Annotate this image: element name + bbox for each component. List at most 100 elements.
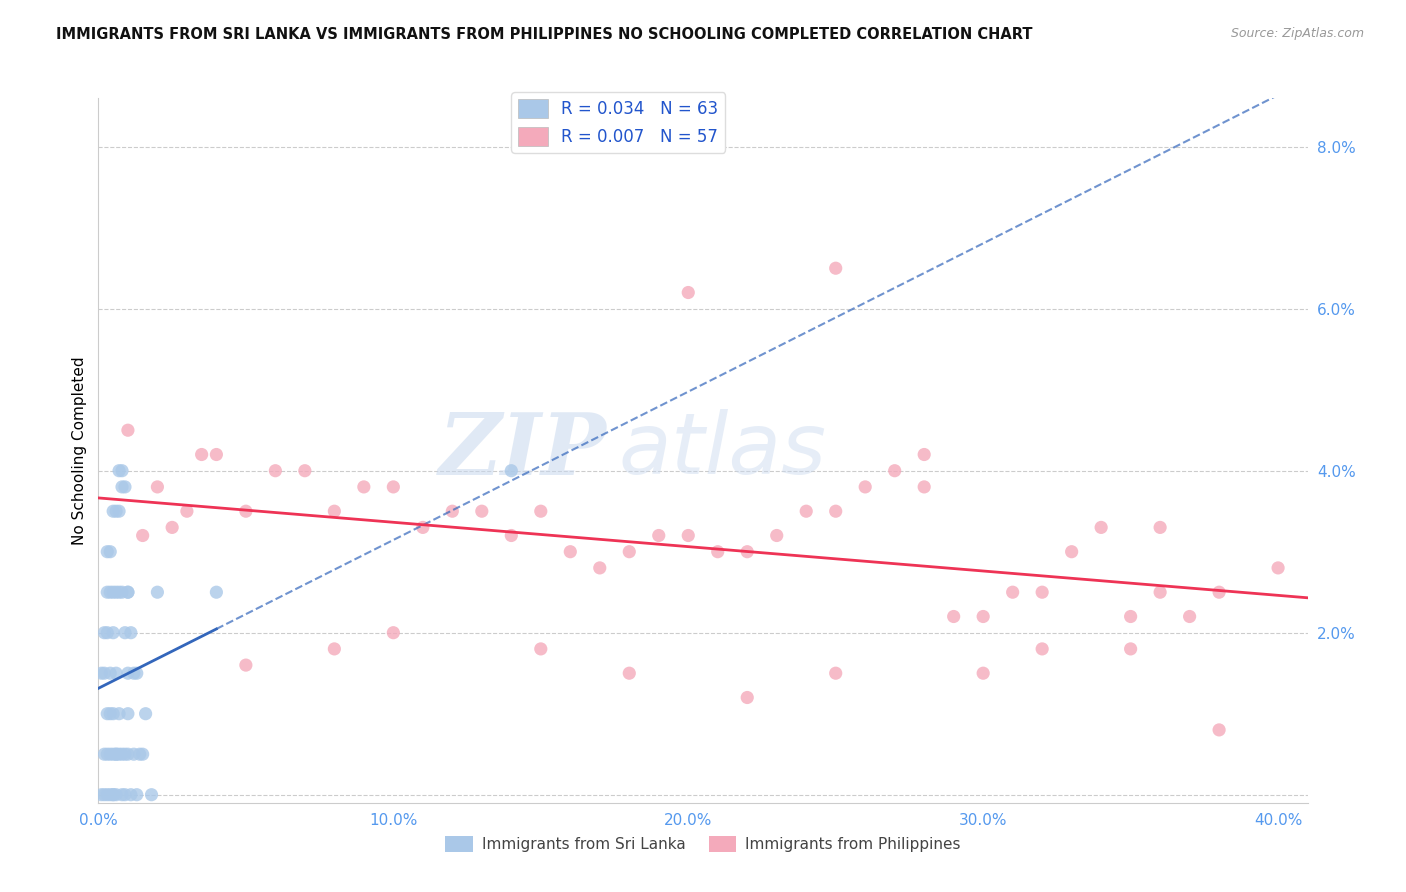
Point (96, 545, 118, 559)
Point (131, 528, 153, 542)
Point (108, 504, 131, 518)
Point (560, 545, 582, 559)
Point (128, 747, 150, 762)
Point (619, 545, 641, 559)
Point (1149, 585, 1171, 599)
Point (912, 448, 935, 462)
Text: atlas: atlas (619, 409, 827, 492)
Point (146, 480, 169, 494)
Point (146, 585, 169, 599)
Point (972, 666, 994, 681)
Point (125, 788, 148, 802)
Point (114, 747, 136, 762)
Point (98, 788, 121, 802)
Point (117, 423, 139, 437)
Point (441, 504, 464, 518)
Point (108, 464, 131, 478)
Point (108, 585, 131, 599)
Point (382, 625, 405, 640)
Point (114, 788, 136, 802)
Point (135, 706, 157, 721)
Point (412, 520, 434, 534)
Point (794, 504, 817, 518)
Point (108, 747, 131, 762)
Point (1031, 641, 1053, 656)
Point (90, 666, 112, 681)
Point (1090, 520, 1112, 534)
Point (235, 658, 257, 673)
Point (1119, 641, 1142, 656)
Point (105, 747, 128, 762)
Point (1149, 520, 1171, 534)
Point (96, 625, 118, 640)
Point (105, 747, 128, 762)
Text: IMMIGRANTS FROM SRI LANKA VS IMMIGRANTS FROM PHILIPPINES NO SCHOOLING COMPLETED : IMMIGRANTS FROM SRI LANKA VS IMMIGRANTS … (56, 27, 1033, 42)
Point (176, 504, 198, 518)
Point (117, 585, 139, 599)
Point (98, 545, 121, 559)
Point (90, 788, 112, 802)
Point (101, 585, 124, 599)
Point (96, 747, 118, 762)
Point (108, 706, 131, 721)
Point (117, 706, 139, 721)
Point (530, 641, 553, 656)
Text: Source: ZipAtlas.com: Source: ZipAtlas.com (1230, 27, 1364, 40)
Point (853, 480, 876, 494)
Point (824, 666, 846, 681)
Point (93, 788, 115, 802)
Point (471, 504, 494, 518)
Y-axis label: No Schooling Completed: No Schooling Completed (72, 356, 87, 545)
Point (1208, 723, 1230, 737)
Point (619, 666, 641, 681)
Point (98, 585, 121, 599)
Point (101, 788, 124, 802)
Point (120, 788, 142, 802)
Point (131, 747, 153, 762)
Point (353, 480, 375, 494)
Point (323, 504, 346, 518)
Point (382, 480, 405, 494)
Point (1119, 609, 1142, 624)
Point (1060, 545, 1083, 559)
Point (105, 504, 128, 518)
Point (101, 706, 124, 721)
Point (190, 448, 212, 462)
Point (105, 585, 128, 599)
Point (101, 747, 124, 762)
Point (205, 585, 228, 599)
Point (114, 625, 136, 640)
Point (125, 666, 148, 681)
Point (1031, 585, 1053, 599)
Point (706, 545, 728, 559)
Point (117, 666, 139, 681)
Point (98, 747, 121, 762)
Point (912, 480, 935, 494)
Point (589, 561, 612, 575)
Point (264, 464, 287, 478)
Point (114, 480, 136, 494)
Point (501, 464, 523, 478)
Point (1267, 561, 1289, 575)
Point (98, 706, 121, 721)
Text: ZIP: ZIP (439, 409, 606, 492)
Point (1001, 585, 1024, 599)
Point (141, 788, 163, 802)
Point (205, 448, 228, 462)
Point (117, 585, 139, 599)
Point (765, 528, 787, 542)
Point (235, 504, 257, 518)
Point (122, 666, 145, 681)
Point (93, 747, 115, 762)
Point (824, 504, 846, 518)
Point (648, 528, 671, 542)
Point (117, 747, 139, 762)
Point (111, 464, 134, 478)
Point (105, 666, 128, 681)
Point (96, 706, 118, 721)
Point (294, 464, 316, 478)
Point (883, 464, 905, 478)
Point (105, 788, 128, 802)
Legend: Immigrants from Sri Lanka, Immigrants from Philippines: Immigrants from Sri Lanka, Immigrants fr… (439, 830, 967, 859)
Point (93, 666, 115, 681)
